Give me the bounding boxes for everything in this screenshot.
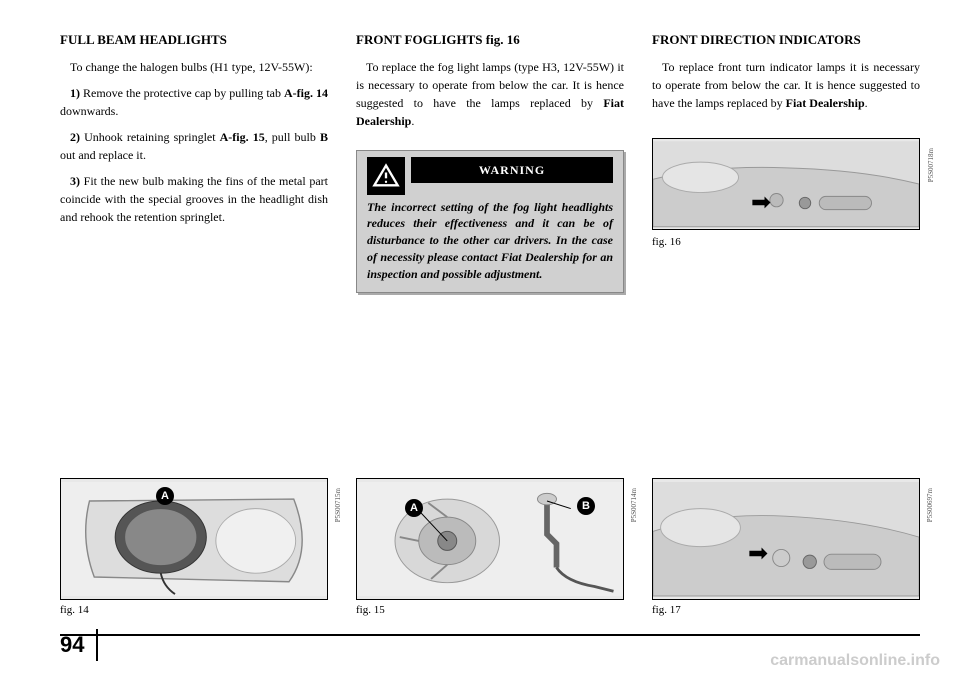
bottom-figures-row: A P5S00715m fig. 14 A B P5S00714m fig. 1… bbox=[0, 478, 960, 616]
step-num: 3) bbox=[70, 174, 80, 188]
arrow-icon: ➡ bbox=[751, 185, 771, 221]
warning-label: WARNING bbox=[411, 157, 613, 183]
bumper-illustration bbox=[653, 479, 919, 599]
col3-figures: ➡ P5S00718m fig. 16 bbox=[652, 138, 920, 251]
figure-17-image: ➡ bbox=[652, 478, 920, 600]
label-b: B bbox=[577, 497, 595, 515]
figure-16: ➡ P5S00718m fig. 16 bbox=[652, 138, 920, 251]
figure-15: A B P5S00714m fig. 15 bbox=[356, 478, 624, 616]
watermark: carmanualsonline.info bbox=[770, 652, 940, 670]
col3-heading: FRONT DIRECTION INDICATORS bbox=[652, 30, 920, 50]
figure-caption: fig. 15 bbox=[356, 604, 624, 616]
column-1: FULL BEAM HEADLIGHTS To change the halog… bbox=[60, 30, 328, 293]
figure-caption: fig. 16 bbox=[652, 234, 920, 251]
warning-triangle-icon bbox=[367, 157, 405, 195]
col3-p1: To replace front turn indicator lamps it… bbox=[652, 58, 920, 112]
col1-p2: 1) Remove the protective cap by pulling … bbox=[60, 84, 328, 120]
figure-code: P5S00718m bbox=[926, 148, 937, 182]
label-a: A bbox=[405, 499, 423, 517]
page-divider bbox=[60, 634, 920, 636]
warning-text: The incorrect setting of the fog light h… bbox=[367, 199, 613, 283]
headlight-rear-illustration bbox=[61, 479, 327, 599]
figure-14-image: A bbox=[60, 478, 328, 600]
col1-heading: FULL BEAM HEADLIGHTS bbox=[60, 30, 328, 50]
bumper-illustration bbox=[653, 139, 919, 229]
figure-14: A P5S00715m fig. 14 bbox=[60, 478, 328, 616]
col2-p1: To replace the fog light lamps (type H3,… bbox=[356, 58, 624, 130]
figure-16-image: ➡ bbox=[652, 138, 920, 230]
figure-15-image: A B bbox=[356, 478, 624, 600]
column-2: FRONT FOGLIGHTS fig. 16 To replace the f… bbox=[356, 30, 624, 293]
figure-17: ➡ P5S00697m fig. 17 bbox=[652, 478, 920, 616]
warning-header: WARNING bbox=[367, 157, 613, 195]
step-num: 1) bbox=[70, 86, 80, 100]
label-a: A bbox=[156, 487, 174, 505]
col1-p4: 3) Fit the new bulb making the fins of t… bbox=[60, 172, 328, 226]
figure-caption: fig. 14 bbox=[60, 604, 328, 616]
column-3: FRONT DIRECTION INDICATORS To replace fr… bbox=[652, 30, 920, 293]
page-number: 94 bbox=[60, 632, 84, 658]
col1-p1: To change the halogen bulbs (H1 type, 12… bbox=[60, 58, 328, 76]
col2-heading: FRONT FOGLIGHTS fig. 16 bbox=[356, 30, 624, 50]
step-num: 2) bbox=[70, 130, 80, 144]
figure-code: P5S00715m bbox=[334, 488, 342, 522]
arrow-icon: ➡ bbox=[748, 539, 768, 568]
figure-caption: fig. 17 bbox=[652, 604, 920, 616]
figure-code: P5S00714m bbox=[630, 488, 638, 522]
col1-p3: 2) Unhook retaining springlet A-fig. 15,… bbox=[60, 128, 328, 164]
warning-box: WARNING The incorrect setting of the fog… bbox=[356, 150, 624, 294]
figure-code: P5S00697m bbox=[926, 488, 934, 522]
